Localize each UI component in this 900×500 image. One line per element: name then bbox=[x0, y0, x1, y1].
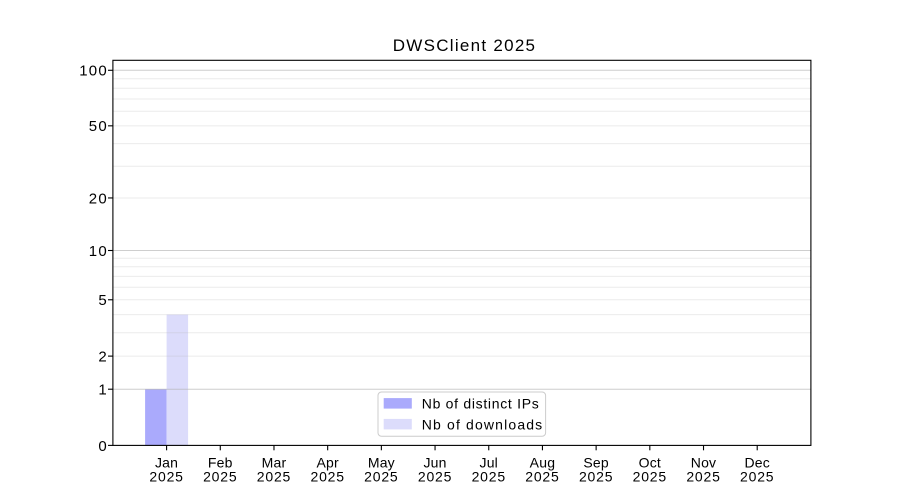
svg-text:Apr: Apr bbox=[316, 455, 339, 471]
svg-text:5: 5 bbox=[98, 292, 108, 309]
svg-text:2025: 2025 bbox=[364, 469, 398, 485]
svg-text:Oct: Oct bbox=[639, 455, 661, 471]
svg-text:Nb of downloads: Nb of downloads bbox=[422, 416, 544, 432]
svg-text:Jul: Jul bbox=[480, 455, 499, 471]
svg-text:Jan: Jan bbox=[155, 455, 178, 471]
svg-text:2025: 2025 bbox=[686, 469, 720, 485]
svg-text:50: 50 bbox=[89, 118, 108, 135]
svg-text:2025: 2025 bbox=[472, 469, 506, 485]
svg-text:2025: 2025 bbox=[579, 469, 613, 485]
svg-text:Jun: Jun bbox=[423, 455, 446, 471]
svg-text:1: 1 bbox=[98, 382, 108, 399]
svg-text:2025: 2025 bbox=[740, 469, 774, 485]
svg-text:2025: 2025 bbox=[149, 469, 183, 485]
svg-text:Nb of distinct IPs: Nb of distinct IPs bbox=[422, 395, 540, 411]
svg-text:Feb: Feb bbox=[208, 455, 233, 471]
svg-text:2025: 2025 bbox=[257, 469, 291, 485]
svg-text:2025: 2025 bbox=[633, 469, 667, 485]
svg-text:DWSClient 2025: DWSClient 2025 bbox=[393, 36, 537, 55]
svg-text:2025: 2025 bbox=[525, 469, 559, 485]
svg-text:Sep: Sep bbox=[583, 455, 609, 471]
svg-text:Nov: Nov bbox=[691, 455, 717, 471]
svg-text:Dec: Dec bbox=[744, 455, 770, 471]
svg-text:2: 2 bbox=[98, 349, 108, 366]
svg-text:10: 10 bbox=[89, 243, 108, 260]
svg-text:0: 0 bbox=[98, 438, 108, 455]
svg-text:2025: 2025 bbox=[418, 469, 452, 485]
svg-text:Aug: Aug bbox=[530, 455, 556, 471]
svg-text:2025: 2025 bbox=[310, 469, 344, 485]
svg-text:May: May bbox=[368, 455, 395, 471]
svg-text:2025: 2025 bbox=[203, 469, 237, 485]
svg-text:100: 100 bbox=[79, 63, 108, 80]
svg-text:Mar: Mar bbox=[262, 455, 287, 471]
svg-text:20: 20 bbox=[89, 190, 108, 207]
